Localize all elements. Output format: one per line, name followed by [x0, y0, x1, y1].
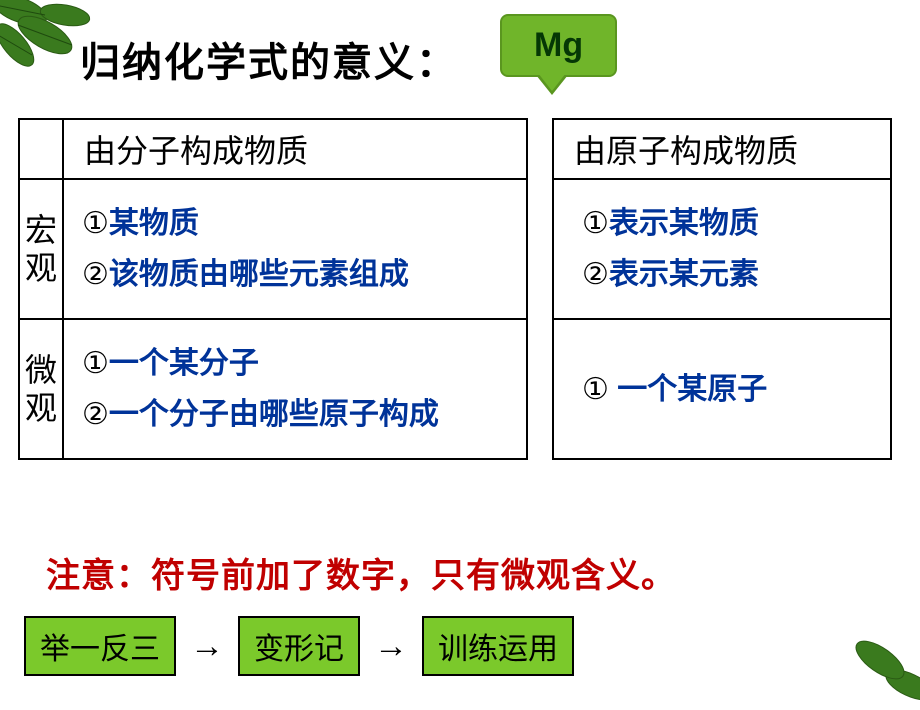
table-row: ① 一个某原子: [582, 364, 880, 415]
flow-diagram: 举一反三 → 变形记 → 训练运用: [24, 616, 574, 676]
right-macro-cell: ①表示某物质 ②表示某元素: [553, 179, 891, 319]
callout-text: Mg: [500, 14, 617, 77]
left-micro-cell: ①一个某分子 ②一个分子由哪些原子构成: [63, 319, 527, 459]
table-row: ①一个某分子: [82, 338, 516, 389]
right-header: 由原子构成物质: [553, 119, 891, 179]
arrow-icon: →: [186, 627, 228, 666]
arrow-icon: →: [370, 627, 412, 666]
corner-cell: [19, 119, 63, 179]
flow-step-3: 训练运用: [422, 616, 574, 676]
flow-step-2: 变形记: [238, 616, 360, 676]
side-label-macro: 宏观: [19, 179, 63, 319]
table-row: ②该物质由哪些元素组成: [82, 249, 516, 300]
left-macro-cell: ①某物质 ②该物质由哪些元素组成: [63, 179, 527, 319]
flow-step-1: 举一反三: [24, 616, 176, 676]
right-micro-cell: ① 一个某原子: [553, 319, 891, 459]
callout-bubble: Mg: [500, 14, 617, 77]
tables-container: 由分子构成物质 宏观 ①某物质 ②该物质由哪些元素组成 微观 ①一个某分子: [18, 118, 902, 460]
table-row: ②表示某元素: [582, 249, 880, 300]
left-header: 由分子构成物质: [63, 119, 527, 179]
side-label-micro: 微观: [19, 319, 63, 459]
molecule-table: 由分子构成物质 宏观 ①某物质 ②该物质由哪些元素组成 微观 ①一个某分子: [18, 118, 528, 460]
table-row: ①某物质: [82, 198, 516, 249]
table-row: ②一个分子由哪些原子构成: [82, 389, 516, 440]
note-text: 注意：符号前加了数字，只有微观含义。: [46, 548, 676, 597]
table-row: ①表示某物质: [582, 198, 880, 249]
atom-table: 由原子构成物质 ①表示某物质 ②表示某元素 ① 一个某原子: [552, 118, 892, 460]
page-title: 归纳化学式的意义：: [80, 30, 458, 88]
leaf-decoration-bottom-right: [820, 620, 920, 710]
